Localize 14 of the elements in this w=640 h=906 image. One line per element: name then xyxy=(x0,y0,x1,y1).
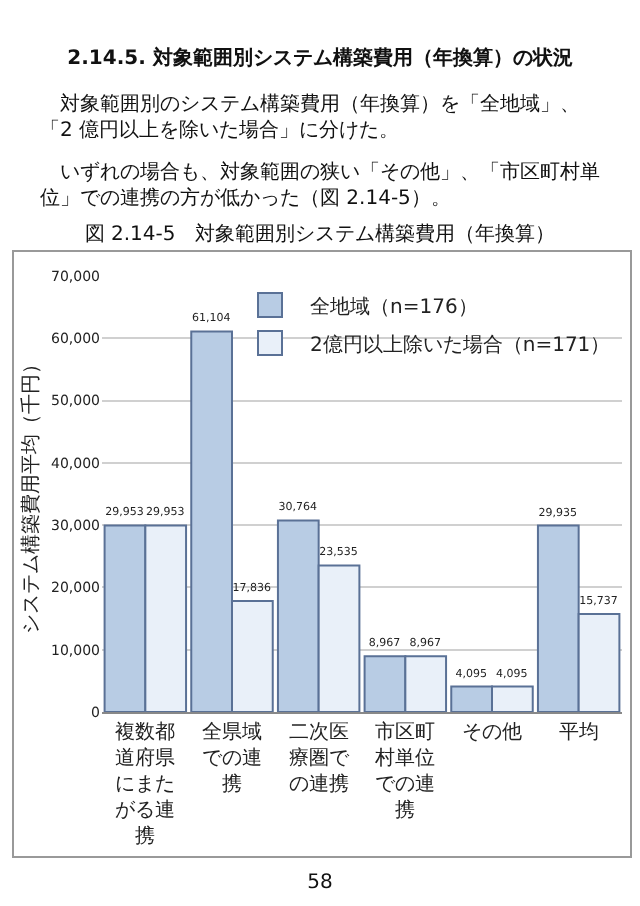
text: いずれの場合も、対象範囲の狭い「その他」、「市区町村単位」での連携の方が低かった（図 2.14-5）。 xyxy=(40,160,602,212)
x-tick-label: 平均 xyxy=(558,720,599,744)
y-axis-title: システム構築費用平均（千円） xyxy=(19,354,43,634)
text: 58 xyxy=(305,872,335,894)
chart-title: 図 2.14-5 対象範囲別システム構築費用（年換算） xyxy=(82,221,558,248)
x-tick-label: 全県域での連携 xyxy=(202,720,262,796)
x-tick-label: 二次医療圏での連携 xyxy=(288,722,351,796)
x-tick-label: 複数都道府県にまたがる連携 xyxy=(115,720,176,848)
x-tick-label: 市区町村単位での連携 xyxy=(373,720,436,822)
text: 2.14.5. 対象範囲別システム構築費用（年換算）の状況 xyxy=(65,44,575,72)
legend-label: 全地域（n=176） xyxy=(310,294,478,319)
x-tick-label: その他 xyxy=(462,720,522,744)
legend-label: 2億円以上除いた場合（n=171） xyxy=(310,332,611,357)
text: 対象範囲別のシステム構築費用（年換算）を「全地域」、「2 億円以上を除いた場合」に分けた。 xyxy=(40,92,582,144)
